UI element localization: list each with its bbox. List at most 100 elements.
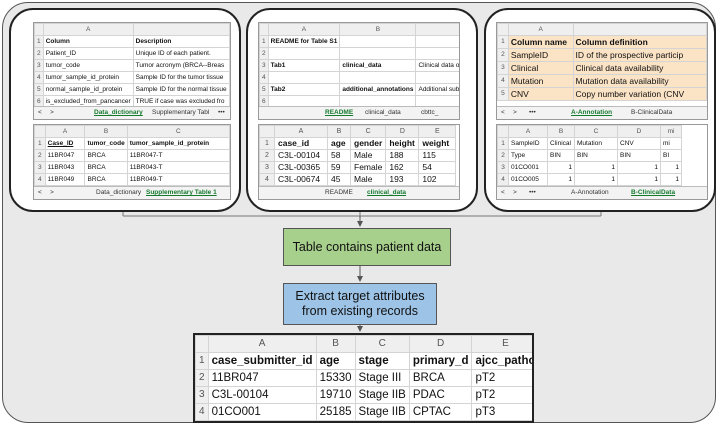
table-cell[interactable]: 54 bbox=[418, 161, 457, 174]
tab-a-annotation[interactable]: A-Annotation bbox=[571, 109, 613, 116]
tab-data-dictionary[interactable]: Data_dictionary bbox=[94, 109, 143, 116]
header-cell[interactable]: tumor_sample_id_protein bbox=[126, 137, 230, 150]
header-cell[interactable]: CNV bbox=[617, 137, 661, 150]
table-cell[interactable]: ID of the prospective particip bbox=[572, 48, 707, 62]
next-sheet-button[interactable]: > bbox=[513, 189, 517, 196]
table-cell[interactable]: 59 bbox=[327, 161, 351, 174]
tab-supplementary-table[interactable]: Supplementary Tabl bbox=[152, 109, 210, 116]
table-cell[interactable]: Stage IIB bbox=[354, 403, 410, 421]
table-cell[interactable]: Clinical bbox=[507, 61, 574, 75]
table-cell[interactable]: C3L-00365 bbox=[274, 161, 328, 174]
prev-sheet-button[interactable]: < bbox=[501, 109, 505, 116]
header-cell[interactable]: gender bbox=[349, 137, 387, 150]
header-cell[interactable]: README for Table S1 bbox=[267, 35, 341, 48]
header-cell[interactable]: height bbox=[385, 137, 420, 150]
table-cell[interactable]: Male bbox=[349, 149, 387, 162]
header-cell[interactable]: Case_ID bbox=[44, 137, 86, 150]
table-cell[interactable]: Mutation bbox=[507, 74, 574, 88]
table-cell[interactable]: CNV bbox=[507, 87, 574, 101]
table-cell[interactable]: 11BR043 bbox=[44, 161, 86, 174]
next-sheet-button[interactable]: > bbox=[50, 109, 54, 116]
table-cell[interactable]: 1 bbox=[547, 173, 575, 186]
table-cell[interactable] bbox=[268, 120, 340, 121]
table-cell[interactable] bbox=[415, 47, 459, 60]
table-cell[interactable]: tumor_code bbox=[42, 59, 134, 72]
table-cell[interactable]: Sample ID for the normal tissue bbox=[132, 83, 230, 96]
table-cell[interactable]: 11BR043-T bbox=[126, 161, 230, 174]
table-cell[interactable]: 1 bbox=[660, 161, 682, 174]
table-cell[interactable]: Male bbox=[349, 173, 387, 186]
tab-a-annotation[interactable]: A-Annotation bbox=[571, 189, 609, 196]
table-cell[interactable]: Stage III bbox=[354, 369, 410, 387]
table-cell[interactable]: C3L-00674 bbox=[274, 173, 328, 186]
header-cell[interactable]: case_id bbox=[274, 137, 328, 150]
table-cell[interactable] bbox=[339, 47, 417, 60]
header-cell[interactable]: weight bbox=[418, 137, 457, 150]
table-cell[interactable]: 19710 bbox=[315, 386, 356, 404]
tab-clinical-data[interactable]: clinical_data bbox=[367, 189, 407, 196]
header-cell[interactable]: case_submitter_id bbox=[207, 352, 317, 370]
prev-sheet-button[interactable]: < bbox=[501, 189, 505, 196]
table-cell[interactable]: BI bbox=[660, 149, 682, 162]
table-cell[interactable]: BRCA bbox=[84, 173, 128, 186]
table-cell[interactable]: Tab2 bbox=[267, 83, 341, 96]
table-cell[interactable]: CPTAC bbox=[408, 403, 473, 421]
table-cell[interactable]: 162 bbox=[385, 161, 420, 174]
table-cell[interactable]: 102 bbox=[418, 173, 457, 186]
table-cell[interactable]: multiomic bbox=[340, 120, 416, 121]
header-cell[interactable]: Clinical bbox=[547, 137, 575, 150]
prev-sheet-button[interactable]: < bbox=[38, 109, 42, 116]
table-cell[interactable]: Additional subtype and ann Method(s) bbox=[415, 83, 459, 96]
table-cell[interactable] bbox=[415, 71, 459, 84]
table-cell[interactable]: Patient_ID bbox=[42, 47, 134, 60]
table-cell[interactable]: 1 bbox=[574, 173, 618, 186]
table-cell[interactable]: pT2 bbox=[471, 386, 532, 404]
table-cell[interactable]: 25185 bbox=[315, 403, 356, 421]
header-cell[interactable]: tumor_code bbox=[84, 137, 128, 150]
table-cell[interactable]: Copy number variation (CNV bbox=[572, 87, 707, 101]
header-cell[interactable]: Description bbox=[132, 35, 230, 48]
table-cell[interactable]: Type bbox=[508, 149, 548, 162]
table-cell[interactable]: Female bbox=[349, 161, 387, 174]
table-cell[interactable]: C3L-00104 bbox=[274, 149, 328, 162]
table-cell[interactable]: Unique ID of each patient. bbox=[132, 47, 230, 60]
table-cell[interactable]: SampleID bbox=[507, 48, 574, 62]
table-cell[interactable]: 1 bbox=[617, 173, 661, 186]
table-cell[interactable]: Multi-omics subtyps using M bbox=[416, 120, 460, 121]
table-cell[interactable]: normal_sample_id_protein bbox=[42, 83, 134, 96]
table-cell[interactable]: Clinical data availability bbox=[572, 61, 707, 75]
table-cell[interactable]: BRCA bbox=[408, 369, 473, 387]
next-sheet-button[interactable]: > bbox=[50, 189, 54, 196]
tab-b-clinicaldata[interactable]: B-ClinicalData bbox=[631, 189, 676, 196]
table-cell[interactable]: clinical_data bbox=[339, 59, 417, 72]
table-cell[interactable]: 01CO005 bbox=[508, 173, 548, 186]
table-cell[interactable]: 11BR047 bbox=[44, 149, 86, 162]
header-cell[interactable]: Column name bbox=[507, 35, 574, 49]
table-cell[interactable]: Sample ID for the tumor tissue bbox=[132, 71, 230, 84]
table-cell[interactable] bbox=[267, 71, 341, 84]
table-cell[interactable]: 45 bbox=[327, 173, 351, 186]
header-cell[interactable]: age bbox=[315, 352, 356, 370]
table-cell[interactable]: 11BR047-T bbox=[126, 149, 230, 162]
table-cell[interactable]: 115 bbox=[418, 149, 457, 162]
tab-data-dictionary[interactable]: Data_dictionary bbox=[96, 189, 142, 196]
table-cell[interactable]: BIN bbox=[617, 149, 661, 162]
header-cell[interactable]: SampleID bbox=[508, 137, 548, 150]
table-cell[interactable]: 1 bbox=[547, 161, 575, 174]
table-cell[interactable]: Mutation data availability bbox=[572, 74, 707, 88]
prev-sheet-button[interactable]: < bbox=[38, 189, 42, 196]
table-cell[interactable]: C3L-00104 bbox=[207, 386, 317, 404]
table-cell[interactable] bbox=[267, 47, 341, 60]
table-cell[interactable]: 1 bbox=[660, 173, 682, 186]
table-cell[interactable]: 58 bbox=[327, 149, 351, 162]
table-cell[interactable]: 11BR049 bbox=[44, 173, 86, 186]
next-sheet-button[interactable]: > bbox=[513, 109, 517, 116]
header-cell[interactable]: primary_d bbox=[408, 352, 473, 370]
table-cell[interactable]: PDAC bbox=[408, 386, 473, 404]
table-cell[interactable]: Stage IIB bbox=[354, 386, 410, 404]
header-cell[interactable]: stage bbox=[354, 352, 410, 370]
table-cell[interactable]: 193 bbox=[385, 173, 420, 186]
table-cell[interactable]: 15330 bbox=[315, 369, 356, 387]
table-cell[interactable]: Tumor acronym (BRCA--Breas bbox=[132, 59, 230, 72]
header-cell[interactable]: mi bbox=[660, 137, 682, 150]
